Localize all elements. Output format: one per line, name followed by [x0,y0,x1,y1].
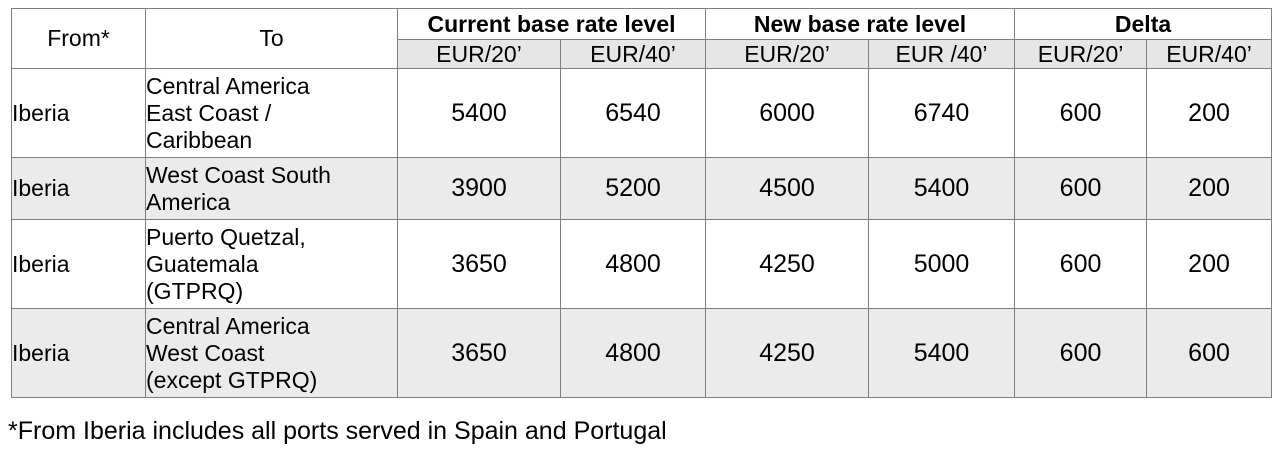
cell-delta-20: 600 [1014,157,1148,220]
to-line: Guatemala [146,250,259,277]
cell-current-20: 5400 [397,68,561,158]
cell-current-40: 4800 [559,308,707,398]
to-line: Central America [146,312,310,339]
cell-from: Iberia [11,68,146,158]
to-line: Central America [146,72,310,99]
cell-new-20: 4500 [705,157,870,220]
header-row-units: EUR/20’ EUR/40’ EUR/20’ EUR /40’ EUR/20’… [12,39,1273,69]
cell-current-20: 3650 [397,219,561,309]
header-delta: Delta [1014,8,1273,40]
unit-new-40: EUR /40’ [868,39,1016,69]
cell-new-20: 4250 [705,219,870,309]
cell-from: Iberia [11,157,146,220]
cell-from: Iberia [11,308,146,398]
header-new-base-rate: New base rate level [705,8,1016,40]
to-line: Caribbean [146,126,253,153]
to-line: America [146,188,231,215]
footnote: *From Iberia includes all ports served i… [8,417,667,445]
to-line: East Coast / [146,99,272,126]
table-row: Iberia Central America East Coast / Cari… [11,68,1273,158]
unit-current-20: EUR/20’ [397,39,561,69]
cell-delta-40: 200 [1146,68,1273,158]
table-row: Iberia Puerto Quetzal, Guatemala (GTPRQ)… [11,219,1273,309]
cell-delta-20: 600 [1014,219,1148,309]
cell-current-20: 3650 [397,308,561,398]
to-line: (GTPRQ) [146,277,244,304]
cell-new-20: 6000 [705,68,870,158]
cell-delta-20: 600 [1014,68,1148,158]
unit-delta-20: EUR/20’ [1014,39,1148,69]
unit-new-20: EUR/20’ [705,39,870,69]
unit-current-40: EUR/40’ [559,39,707,69]
header-from: From* [11,8,146,69]
rate-table: From* To Current base rate level New bas… [11,8,1273,398]
cell-delta-40: 600 [1146,308,1273,398]
cell-to: West Coast South America [145,157,398,220]
cell-current-20: 3900 [397,157,561,220]
cell-current-40: 5200 [559,157,707,220]
header-current-base-rate: Current base rate level [396,8,707,40]
cell-new-40: 5000 [868,219,1016,309]
cell-to: Central America East Coast / Caribbean [145,68,398,158]
cell-from: Iberia [11,219,146,309]
cell-new-40: 6740 [868,68,1016,158]
header-row-groups: From* To Current base rate level New bas… [11,8,1273,69]
cell-delta-20: 600 [1014,308,1148,398]
cell-new-40: 5400 [868,157,1016,220]
to-line: Puerto Quetzal, [146,223,306,250]
cell-current-40: 4800 [559,219,707,309]
to-line: West Coast [146,339,265,366]
cell-current-40: 6540 [559,68,707,158]
rate-table-container: From* To Current base rate level New bas… [11,8,1273,398]
table-row: Iberia Central America West Coast (excep… [11,308,1273,398]
to-line: (except GTPRQ) [146,366,318,393]
header-to: To [145,8,398,69]
cell-to: Puerto Quetzal, Guatemala (GTPRQ) [145,219,398,309]
cell-delta-40: 200 [1146,219,1273,309]
unit-delta-40: EUR/40’ [1146,39,1273,69]
cell-to: Central America West Coast (except GTPRQ… [145,308,398,398]
cell-new-40: 5400 [868,308,1016,398]
to-line: West Coast South [146,161,331,188]
cell-new-20: 4250 [705,308,870,398]
table-row: Iberia West Coast South America 3900 520… [11,157,1273,220]
cell-delta-40: 200 [1146,157,1273,220]
